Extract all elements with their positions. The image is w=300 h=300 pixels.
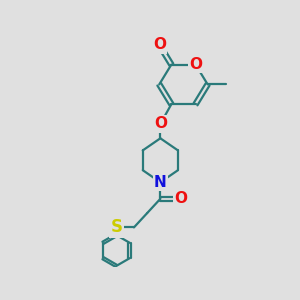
Text: S: S [110, 218, 122, 236]
Text: O: O [154, 116, 167, 131]
Text: O: O [153, 37, 166, 52]
Text: O: O [174, 191, 187, 206]
Text: N: N [154, 175, 167, 190]
Text: O: O [189, 57, 202, 72]
